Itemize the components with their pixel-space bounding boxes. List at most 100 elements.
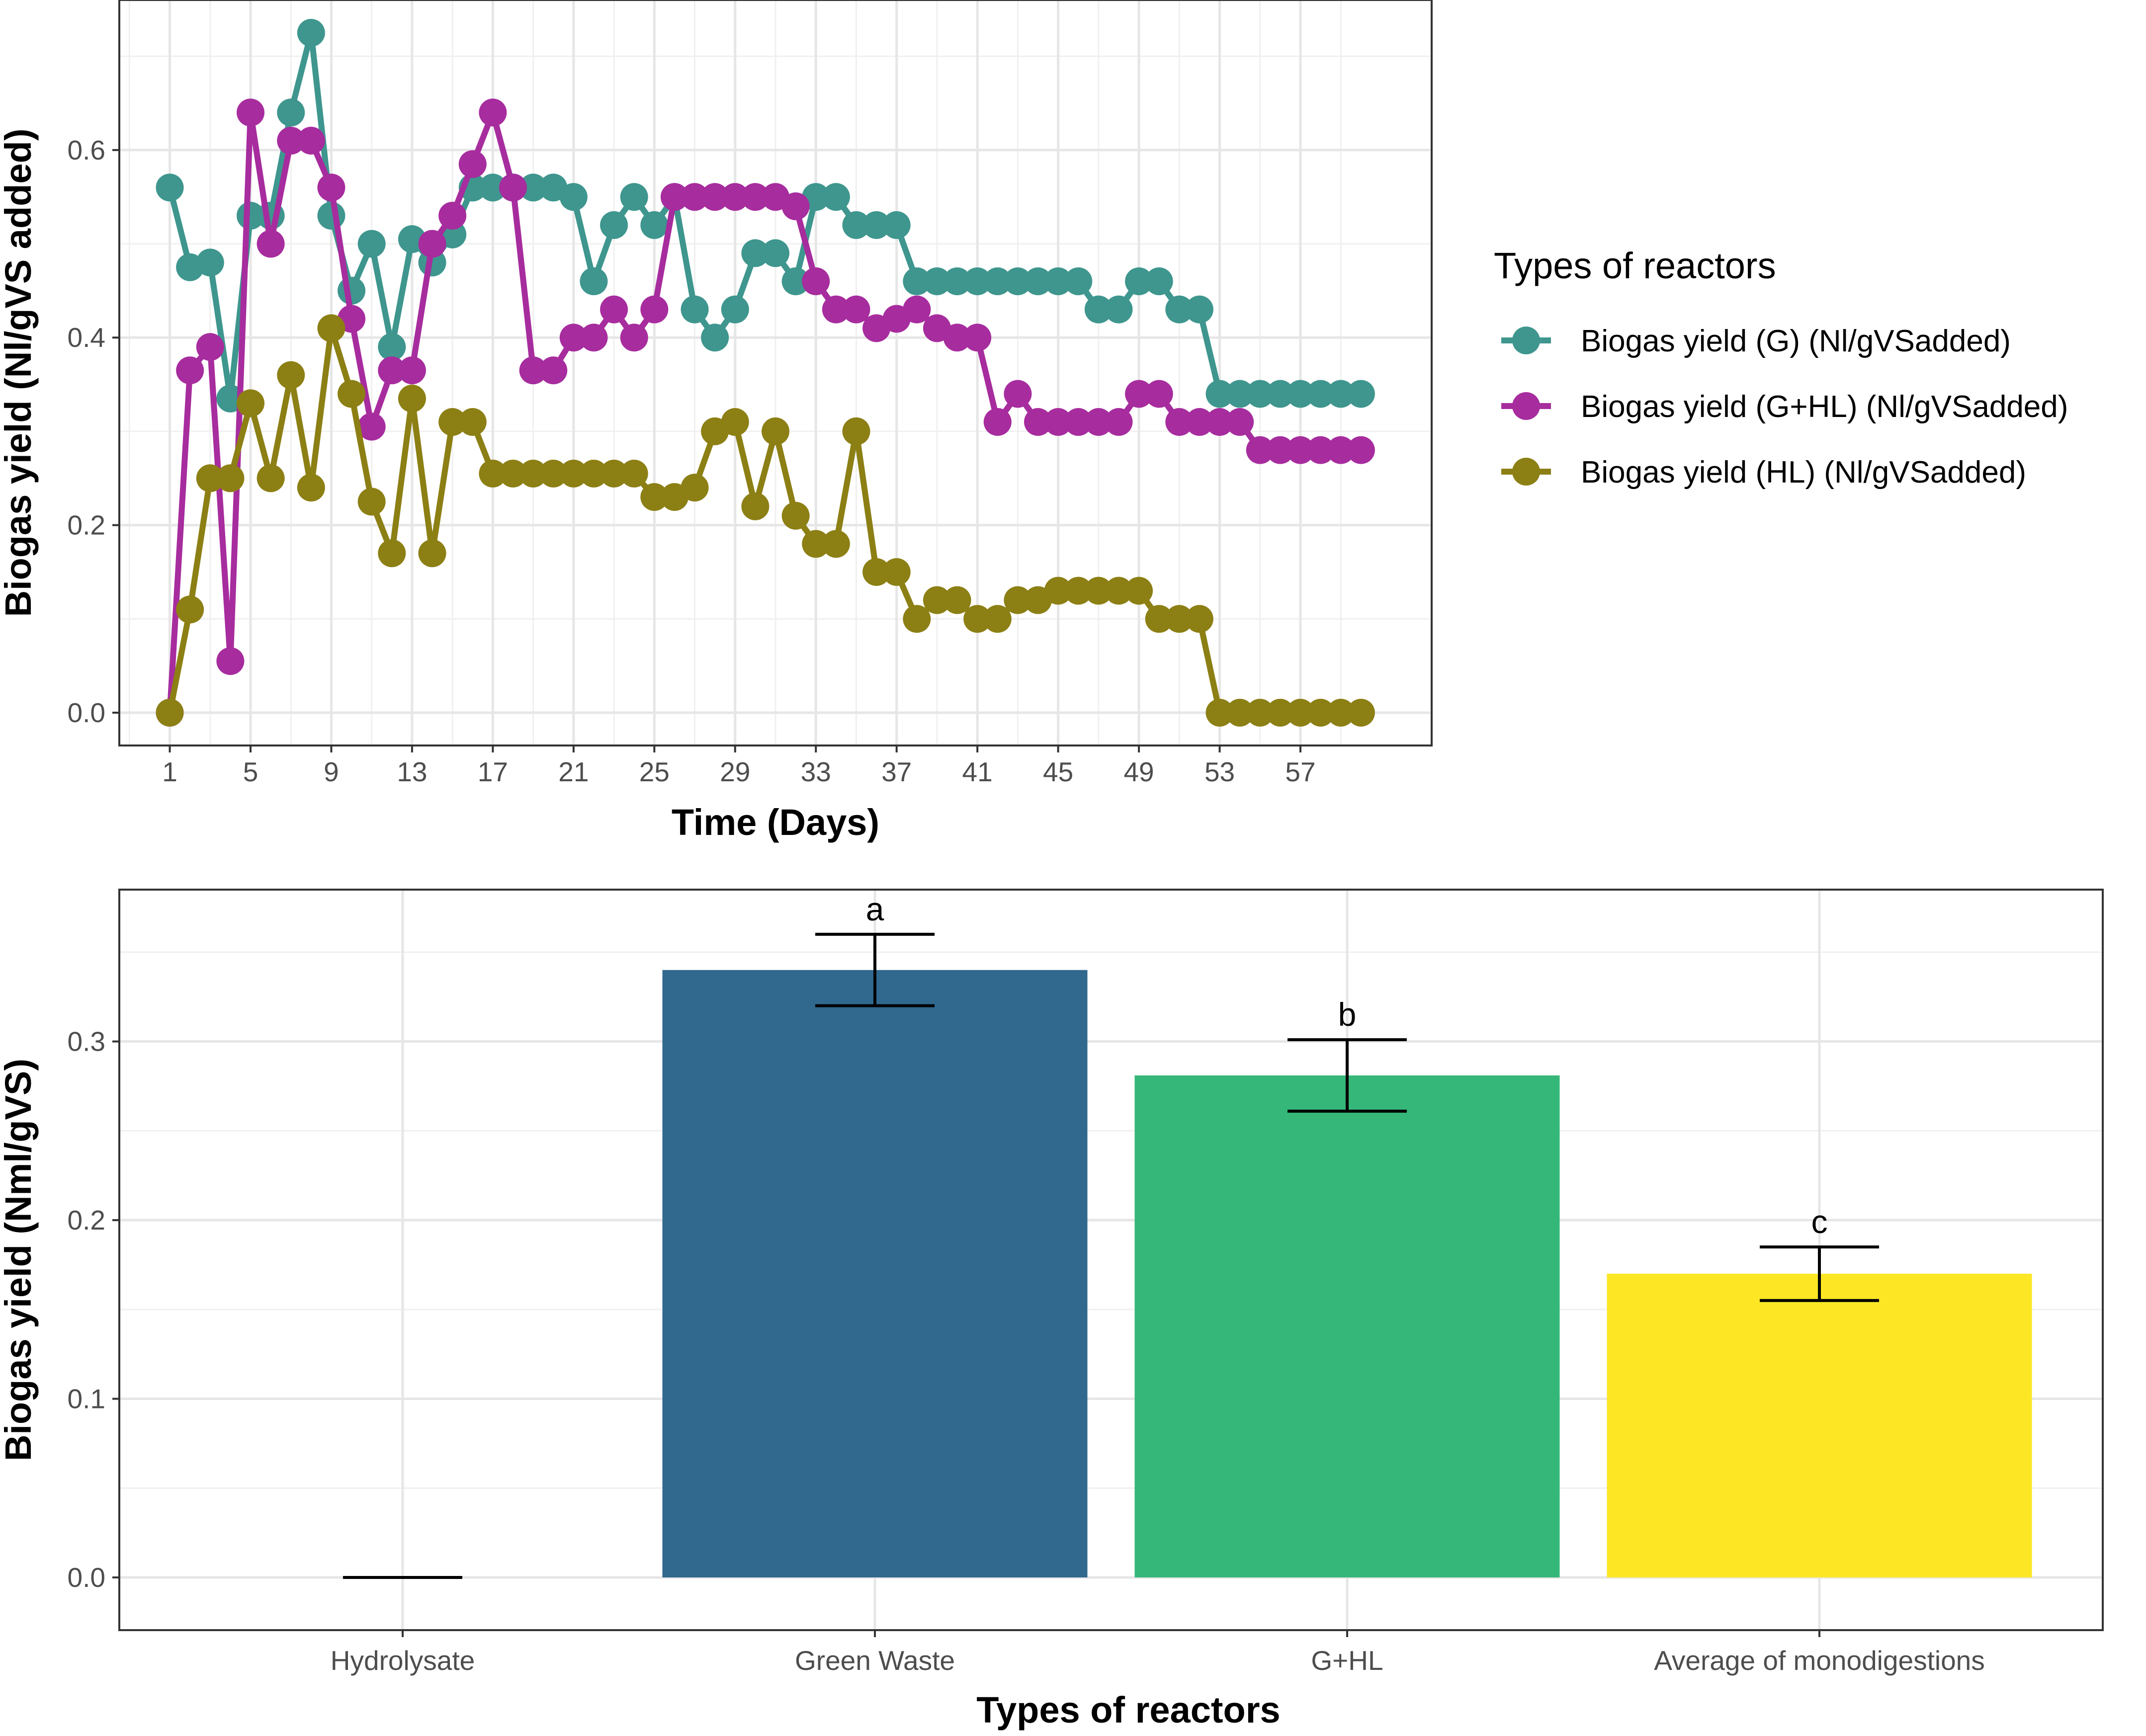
data-point <box>681 295 709 324</box>
data-point <box>499 459 527 488</box>
data-point <box>1145 605 1173 633</box>
legend-label: Biogas yield (HL) (Nl/gVSadded) <box>1581 455 2026 490</box>
data-point <box>438 201 467 230</box>
data-point <box>458 150 487 178</box>
bar-plot-border <box>118 889 2104 1631</box>
data-point <box>681 474 709 502</box>
line-x-tick-label: 1 <box>162 756 177 787</box>
data-point <box>781 501 810 530</box>
data-point <box>721 183 749 211</box>
data-point <box>1044 408 1072 436</box>
legend-item-3: Biogas yield (HL) (Nl/gVSadded) <box>1501 455 2026 490</box>
data-point <box>1024 408 1052 436</box>
data-point <box>1084 295 1113 324</box>
bar-x-tick-label: Average of monodigestions <box>1654 1645 1985 1676</box>
data-point <box>580 459 608 488</box>
line-x-ticks: 1 5 9 13 17 21 25 29 33 37 41 45 49 53 57 <box>162 745 1316 787</box>
legend-item-1: Biogas yield (G) (Nl/gVSadded) <box>1501 324 2011 358</box>
bar-chart-panel: a b c Hydrolysate Green Waste G+HL Average of… <box>0 889 2104 1731</box>
data-point <box>277 361 305 389</box>
data-point <box>681 183 709 211</box>
data-point <box>721 295 749 324</box>
data-point <box>1347 436 1375 464</box>
data-point <box>1246 380 1274 408</box>
data-point <box>1205 698 1234 727</box>
data-point <box>1306 698 1335 727</box>
bar <box>1607 1273 2032 1577</box>
data-point <box>1145 380 1173 408</box>
data-point <box>842 417 870 445</box>
data-point <box>1185 605 1213 633</box>
data-point <box>620 183 648 211</box>
data-point <box>479 98 507 127</box>
data-point <box>297 474 325 502</box>
legend-label: Biogas yield (G) (Nl/gVSadded) <box>1581 324 2011 358</box>
data-point <box>741 492 770 520</box>
line-x-tick-label: 9 <box>324 756 339 787</box>
bar-x-tick-label: Hydrolysate <box>331 1645 475 1676</box>
legend-item-2: Biogas yield (G+HL) (Nl/gVSadded) <box>1501 390 2068 424</box>
data-point <box>701 183 729 211</box>
line-plot-border <box>118 0 1433 746</box>
line-x-tick-label: 49 <box>1123 756 1154 787</box>
data-point <box>398 356 426 385</box>
line-y-tick-label: 0.4 <box>68 322 105 353</box>
data-point <box>640 295 669 324</box>
data-point <box>660 183 688 211</box>
data-point <box>923 586 951 614</box>
data-point <box>600 211 628 239</box>
data-point <box>1185 295 1213 324</box>
data-point <box>762 417 789 445</box>
data-point <box>963 267 992 296</box>
data-point <box>559 459 588 488</box>
data-point <box>317 173 345 202</box>
data-point <box>176 356 204 385</box>
line-x-tick-label: 5 <box>243 756 258 787</box>
data-point <box>721 408 749 436</box>
data-point <box>196 333 224 361</box>
data-point <box>297 127 325 155</box>
data-point <box>479 459 507 488</box>
data-point <box>1084 577 1113 605</box>
bar-y-tick-label: 0.0 <box>68 1562 105 1593</box>
data-point <box>1185 408 1213 436</box>
data-point <box>781 267 810 296</box>
data-point <box>741 239 770 267</box>
data-point <box>580 267 608 296</box>
data-point <box>600 295 628 324</box>
data-point <box>640 211 669 239</box>
data-point <box>1024 267 1052 296</box>
data-point <box>438 408 467 436</box>
significance-letter: a <box>866 891 884 927</box>
data-point <box>1327 380 1355 408</box>
line-x-tick-label: 57 <box>1285 756 1315 787</box>
significance-letter: b <box>1338 996 1357 1033</box>
data-point <box>923 267 951 296</box>
line-chart-panel: 1 5 9 13 17 21 25 29 33 37 41 45 49 53 57 0.0 0.2 0.4 0.6… <box>0 0 2068 843</box>
bar-series-group: a b c <box>343 891 2032 1579</box>
line-y-tick-label: 0.6 <box>68 135 105 165</box>
data-point <box>943 324 971 352</box>
data-point <box>600 459 628 488</box>
legend-key-point <box>1512 327 1540 354</box>
significance-letter: c <box>1811 1203 1828 1240</box>
line-y-tick-label: 0.2 <box>68 510 105 541</box>
data-point <box>277 98 305 127</box>
line-x-tick-label: 21 <box>558 756 589 787</box>
data-point <box>237 98 264 127</box>
line-x-tick-label: 13 <box>397 756 427 787</box>
data-point <box>1125 380 1153 408</box>
data-point <box>822 295 850 324</box>
bar-x-tick-label: G+HL <box>1311 1645 1383 1676</box>
data-point <box>1105 295 1133 324</box>
bar <box>1134 1075 1560 1577</box>
data-point <box>196 464 224 493</box>
data-point <box>1246 698 1274 727</box>
data-point <box>862 211 891 239</box>
data-point <box>963 324 992 352</box>
data-point <box>1004 267 1032 296</box>
data-point <box>620 459 648 488</box>
bar-y-tick-label: 0.2 <box>68 1205 105 1236</box>
data-point <box>1266 698 1294 727</box>
